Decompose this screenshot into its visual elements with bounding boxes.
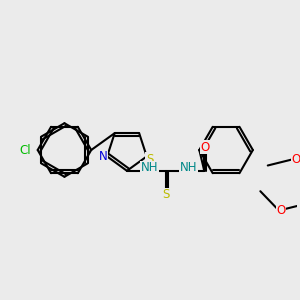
Text: O: O [291,153,300,166]
Text: O: O [201,140,210,154]
Text: O: O [276,204,286,217]
Text: NH: NH [141,161,158,174]
Text: S: S [162,188,169,201]
Text: Cl: Cl [19,143,31,157]
Text: NH: NH [180,161,197,174]
Text: S: S [146,153,153,166]
Text: N: N [99,150,107,163]
